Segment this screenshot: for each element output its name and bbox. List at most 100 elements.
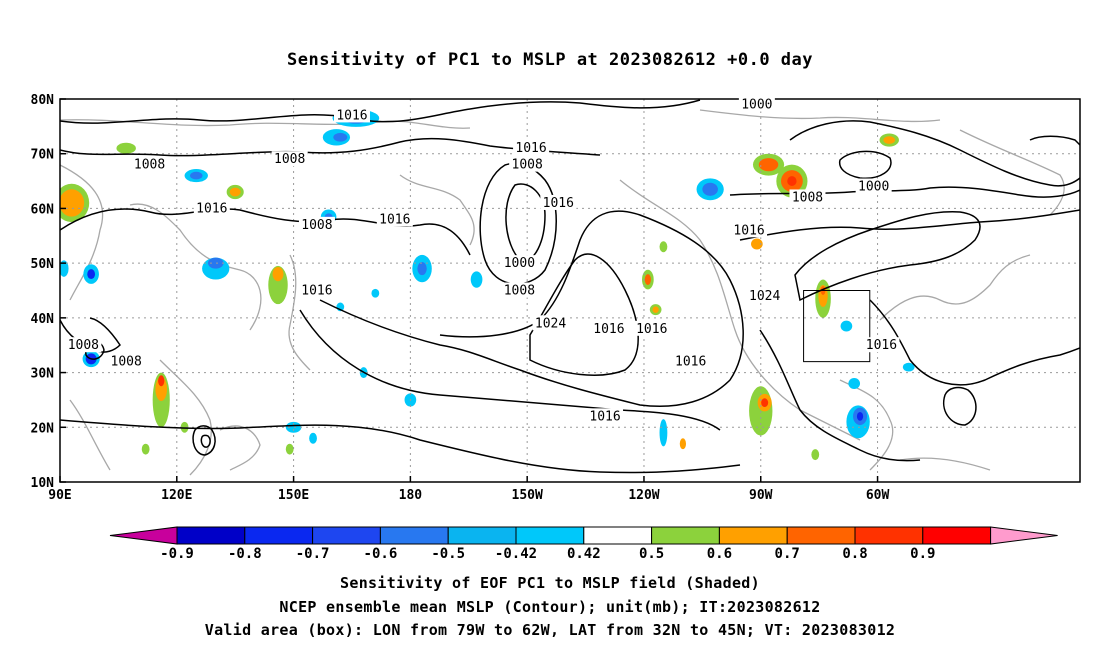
sensitivity-patch (679, 438, 687, 450)
contour-label: 1008 (134, 158, 165, 173)
contour-label-bg (855, 178, 892, 194)
contour-low-typhoon (192, 425, 216, 456)
sensitivity-patch (470, 271, 483, 288)
contour-label-bg (333, 107, 370, 123)
contour-label-bg (532, 315, 569, 331)
longitude-tick-label: 120W (628, 488, 659, 503)
plot-background (60, 99, 1080, 482)
colorbar-segment (515, 526, 585, 545)
contour-label-bg (298, 216, 335, 232)
sensitivity-patch (652, 306, 659, 313)
colorbar-segment (312, 526, 381, 545)
colorbar-tick-label: -0.7 (296, 546, 330, 562)
contour-1016-gulf (759, 329, 921, 462)
contour-1000-east (1029, 135, 1080, 146)
contour-label-bg (672, 353, 709, 369)
valid-area-box (803, 290, 871, 363)
sensitivity-patch (155, 376, 168, 402)
contour-label: 1016 (589, 409, 620, 424)
contour-label-bg (131, 156, 168, 172)
contour-1016-east (869, 299, 1080, 386)
colorbar-tick-label: -0.5 (431, 546, 465, 562)
sensitivity-patch (180, 421, 189, 433)
contour-label: 1016 (196, 201, 227, 216)
longitude-tick-label: 90E (48, 488, 71, 503)
colorbar-tick-label: 0.7 (775, 546, 800, 562)
contour-label: 1008 (504, 284, 535, 299)
contour-label-bg (746, 287, 783, 303)
longitude-tick-label: 180 (399, 488, 423, 503)
contour-label-bg (509, 156, 546, 172)
latitude-tick-label: 30N (31, 367, 55, 382)
contour-label: 1016 (593, 322, 624, 337)
sensitivity-patch (758, 158, 779, 172)
sensitivity-patch (272, 266, 284, 282)
sensitivity-patch (309, 432, 317, 444)
sensitivity-patch (659, 241, 668, 253)
coastline-layer (60, 109, 1065, 476)
contour-label-bg (633, 320, 670, 336)
contour-labels: 1016 1016 1008 1008 1008 1016 1008 1016 1016 1000… (65, 96, 900, 424)
longitude-tick-label: 150W (512, 488, 543, 503)
sensitivity-patch (644, 274, 651, 286)
colorbar-segment (786, 526, 856, 545)
contour-1016-subtrop (60, 419, 741, 474)
contour-1016-pacific-high (319, 210, 744, 408)
contour-low-typhoon-inner (200, 434, 211, 448)
colorbar-tick-label: -0.9 (160, 546, 194, 562)
contour-label-bg (376, 211, 413, 227)
contour-label: 1024 (535, 316, 566, 331)
sensitivity-patch (60, 260, 69, 277)
longitude-tick-label: 60W (866, 488, 890, 503)
sensitivity-patch (702, 182, 718, 196)
contour-label-bg (513, 140, 550, 156)
contour-label-bg (789, 189, 826, 205)
latitude-tick-label: 80N (31, 93, 55, 108)
contour-label-bg (271, 151, 308, 167)
contour-1024-atlantic (794, 210, 981, 302)
sensitivity-patch (190, 171, 203, 180)
contour-label: 1016 (379, 212, 410, 227)
contour-label-bg (298, 282, 335, 298)
contour-low-carib (943, 386, 977, 426)
colorbar-segment (651, 526, 720, 545)
contour-label: 1008 (512, 158, 543, 173)
colorbar-tick-label: -0.6 (364, 546, 398, 562)
colorbar-segment (379, 526, 449, 545)
contour-label-bg (863, 337, 900, 353)
caption-contour: NCEP ensemble mean MSLP (Contour); unit(… (279, 598, 821, 616)
contour-1008-gyre (479, 162, 557, 285)
sensitivity-patch (840, 320, 853, 332)
contour-label: 1008 (301, 218, 332, 233)
sensitivity-patch (417, 262, 427, 276)
latitude-tick-label: 20N (31, 421, 55, 436)
contour-1024-pacific (529, 253, 639, 376)
sensitivity-patch (787, 176, 797, 186)
contour-1016-north-america (739, 209, 1080, 241)
latitude-tick-label: 70N (31, 148, 55, 163)
contour-label: 1008 (68, 338, 99, 353)
contour-label-bg (738, 96, 775, 112)
colorbar-segment (583, 526, 653, 545)
contour-1000-inner (838, 150, 892, 179)
colorbar-tick-label: 0.8 (842, 546, 867, 562)
sensitivity-patch (285, 421, 302, 433)
longitude-tick-label: 150E (278, 488, 309, 503)
sensitivity-patch (848, 378, 861, 389)
contour-label-bg (731, 222, 768, 238)
contour-label: 1016 (336, 108, 367, 123)
contour-1000-greenland (789, 120, 1080, 187)
colorbar-segment (176, 526, 246, 545)
contour-1016-westpac (60, 208, 471, 256)
sensitivity-patch (902, 362, 915, 372)
contour-1016-lower (299, 309, 721, 431)
sensitivity-patch (371, 288, 380, 298)
contour-label-bg (193, 200, 230, 216)
sensitivity-patch (333, 132, 348, 142)
contour-label-bg (590, 320, 627, 336)
mslp-contours (60, 99, 1080, 474)
contour-label: 1016 (733, 223, 764, 238)
contour-label: 1016 (301, 284, 332, 299)
